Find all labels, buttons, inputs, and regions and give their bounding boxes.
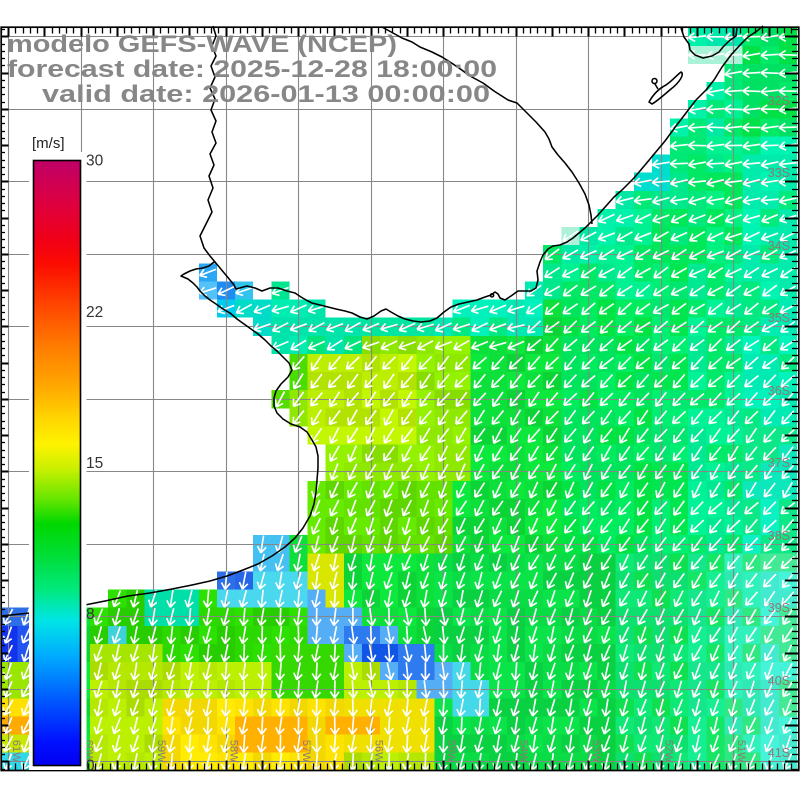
svg-text:53W: 53W [590,740,602,763]
svg-text:8: 8 [86,606,95,623]
svg-text:35S: 35S [768,311,790,325]
svg-text:52W: 52W [663,740,675,763]
svg-text:37S: 37S [768,456,790,470]
svg-text:forecast date: 2025-12-28 18:0: forecast date: 2025-12-28 18:00:00 [7,56,497,83]
svg-text:[m/s]: [m/s] [32,135,65,152]
svg-text:54W: 54W [518,740,530,763]
svg-text:55W: 55W [445,740,457,763]
svg-text:40S: 40S [768,674,790,688]
svg-text:38S: 38S [768,529,790,543]
svg-text:59W: 59W [155,740,167,763]
svg-text:0: 0 [86,758,95,775]
svg-text:22: 22 [86,304,103,321]
svg-text:61W: 61W [10,740,22,763]
svg-text:modelo GEFS-WAVE (NCEP): modelo GEFS-WAVE (NCEP) [7,31,397,58]
svg-text:valid date: 2026-01-13 00:00:0: valid date: 2026-01-13 00:00:00 [42,81,490,108]
svg-text:56W: 56W [373,740,385,763]
svg-text:36S: 36S [768,384,790,398]
svg-text:33S: 33S [768,166,790,180]
svg-text:30: 30 [86,153,104,170]
svg-text:57W: 57W [300,740,312,763]
svg-text:58W: 58W [228,740,240,763]
svg-text:39S: 39S [768,601,790,615]
svg-text:41S: 41S [768,746,790,760]
svg-text:15: 15 [86,455,103,472]
svg-text:32S: 32S [768,94,790,108]
svg-text:34S: 34S [768,239,790,253]
svg-text:51W: 51W [735,740,747,763]
